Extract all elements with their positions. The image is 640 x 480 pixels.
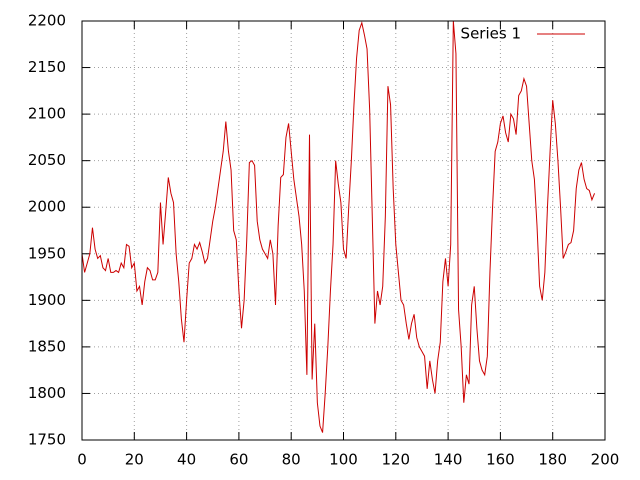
y-tick-label: 1900	[28, 291, 66, 309]
x-tick-label: 20	[125, 451, 144, 469]
x-tick-label: 140	[434, 451, 463, 469]
x-tick-label: 180	[538, 451, 567, 469]
x-tick-label: 120	[381, 451, 410, 469]
y-tick-label: 1800	[28, 384, 66, 402]
x-tick-label: 200	[591, 451, 620, 469]
x-tick-label: 80	[282, 451, 301, 469]
y-tick-label: 2000	[28, 198, 66, 216]
x-tick-label: 0	[77, 451, 87, 469]
plot-frame	[81, 20, 606, 441]
y-tick-label: 1950	[28, 244, 66, 262]
y-tick-label: 1850	[28, 337, 66, 355]
y-tick-label: 2100	[28, 105, 66, 123]
x-tick-label: 100	[329, 451, 358, 469]
x-tick-label: 160	[486, 451, 515, 469]
x-tick-label: 60	[229, 451, 248, 469]
y-tick-label: 2150	[28, 58, 66, 76]
data-line	[81, 20, 596, 433]
y-tick-label: 2200	[28, 12, 66, 30]
y-tick-label: 2050	[28, 151, 66, 169]
y-tick-label: 1750	[28, 431, 66, 449]
legend-label: Series 1	[461, 25, 521, 43]
x-tick-label: 40	[177, 451, 196, 469]
